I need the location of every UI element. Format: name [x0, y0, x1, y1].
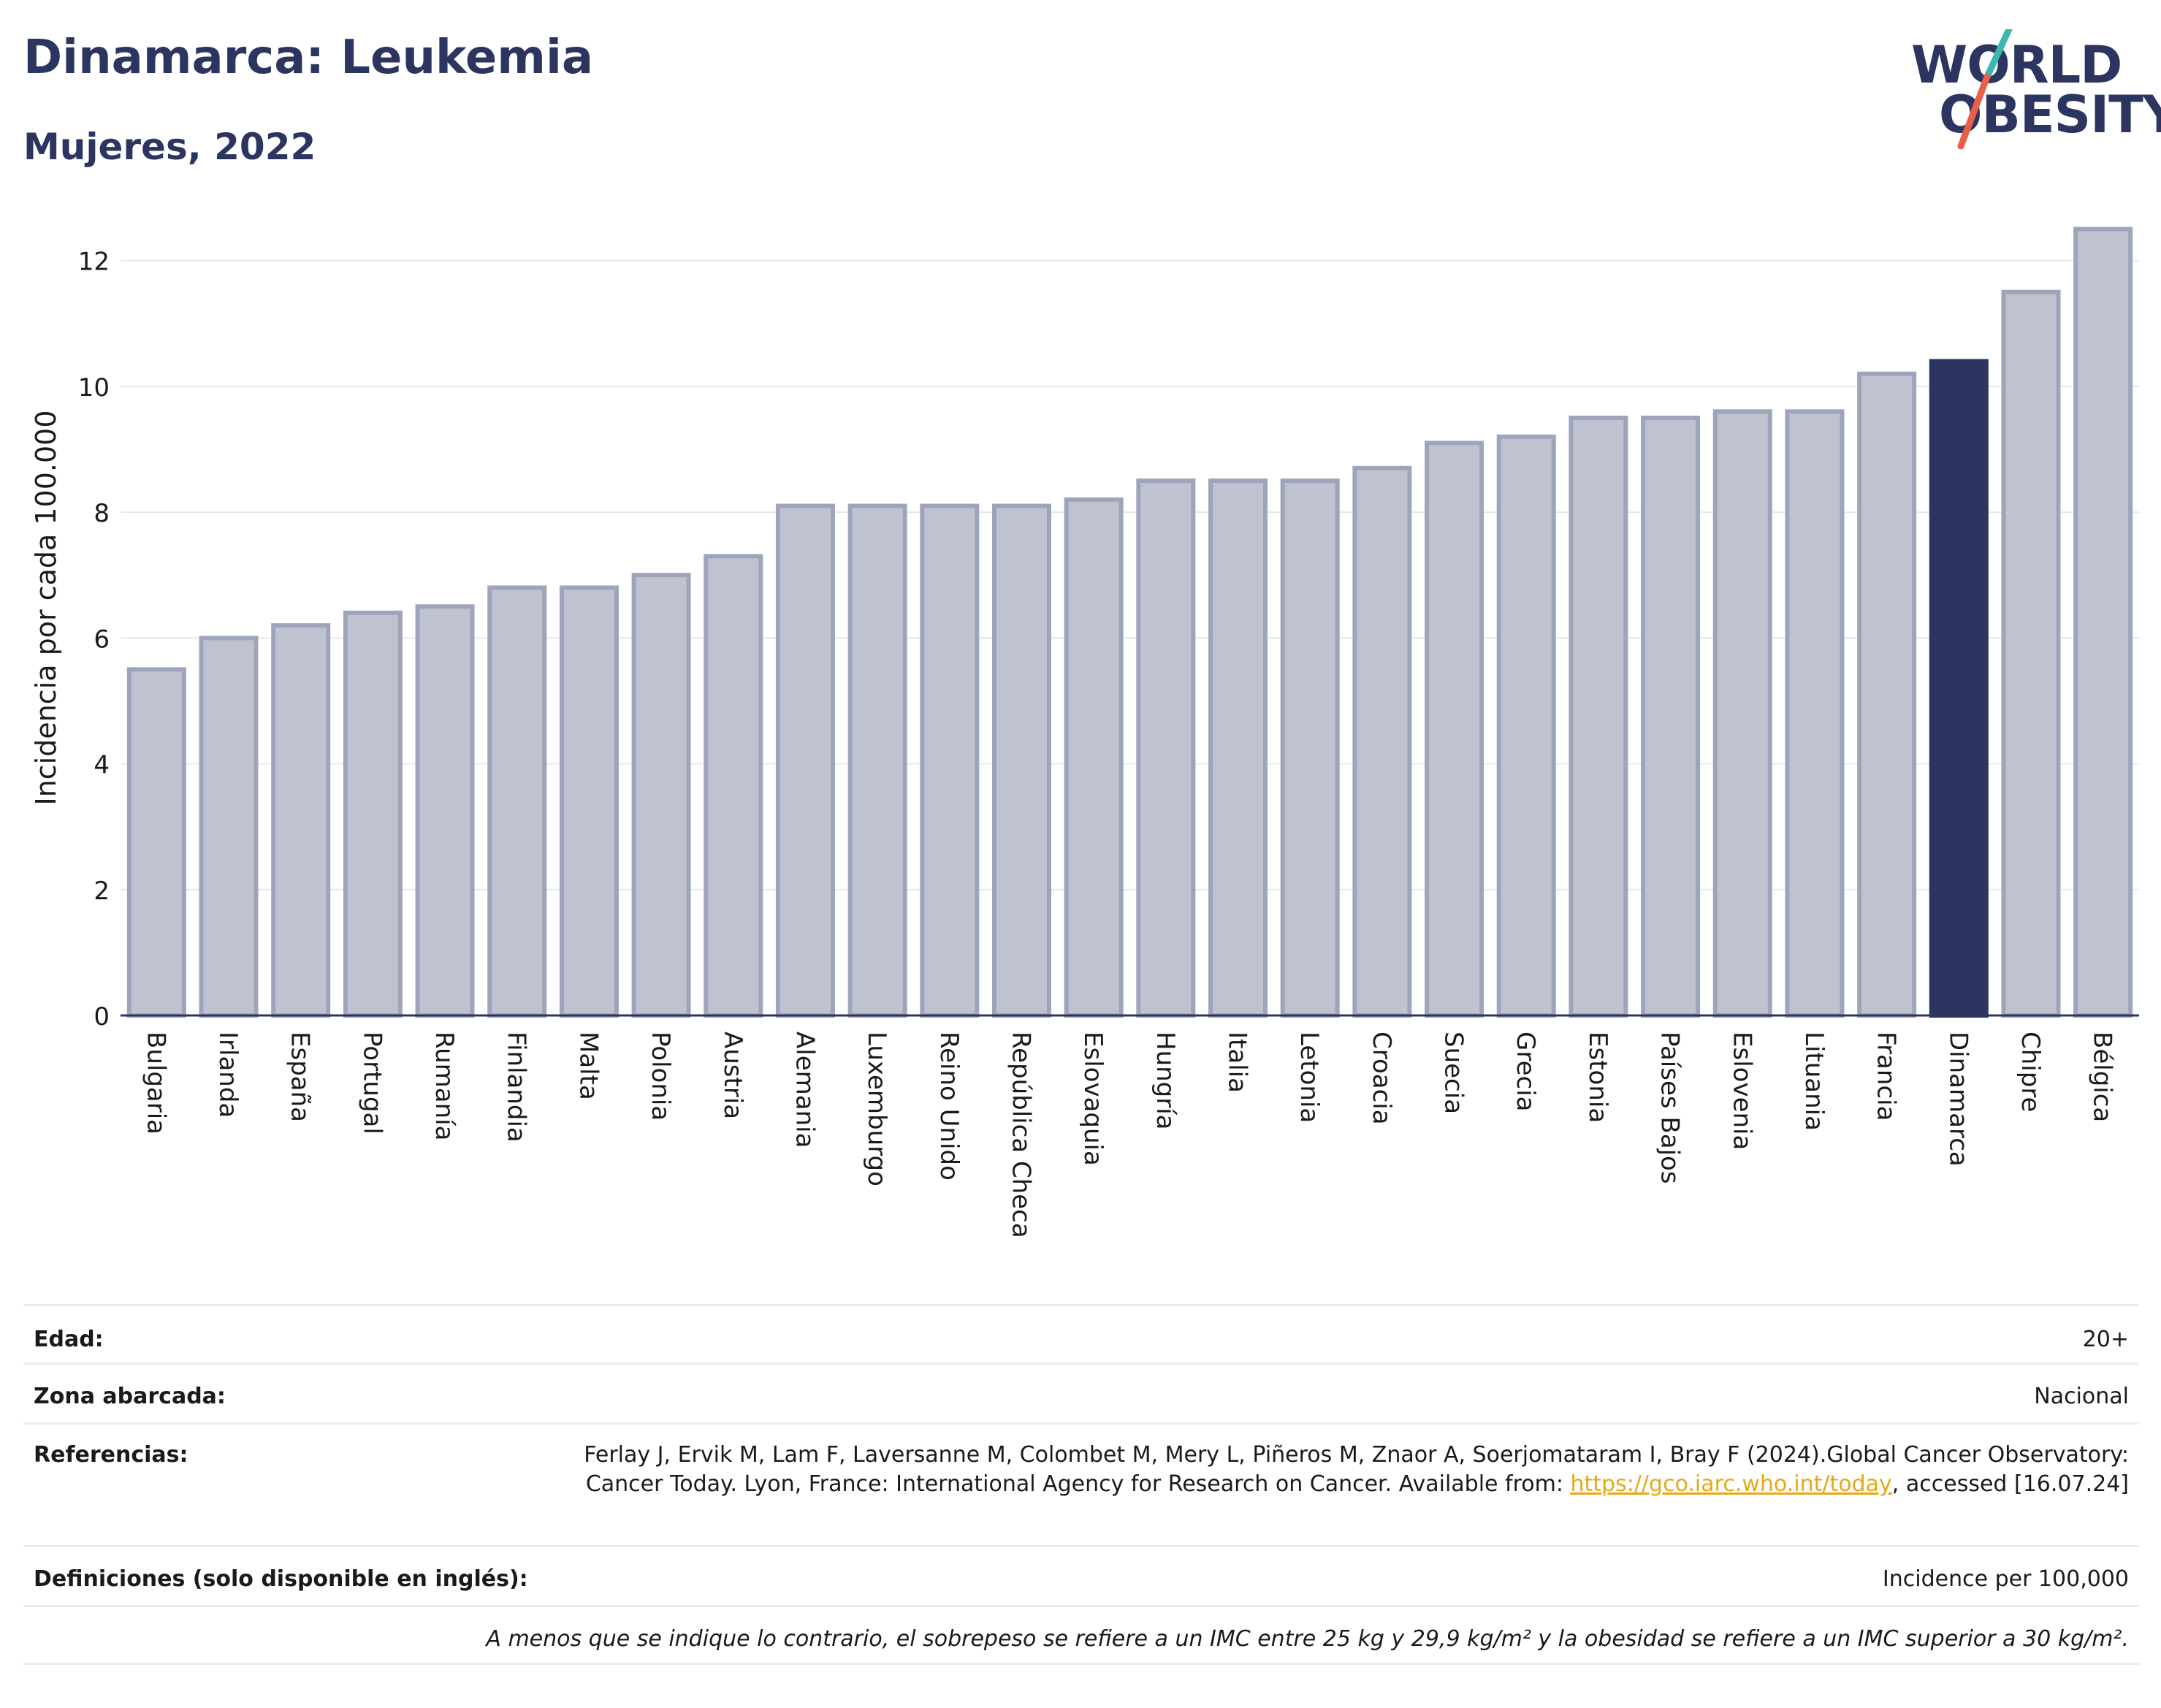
bar-polonia[interactable] [631, 573, 691, 1018]
x-tick-label: Italia [1223, 1032, 1252, 1093]
bar-bulgaria[interactable] [126, 667, 186, 1018]
bar-finlandia[interactable] [487, 585, 547, 1018]
bar-francia[interactable] [1857, 371, 1917, 1018]
x-tick-label: Finlandia [502, 1032, 531, 1143]
area-value: Nacional [2034, 1384, 2129, 1409]
bar-dinamarca[interactable] [1929, 359, 1989, 1018]
x-tick-label: Malta [573, 1032, 603, 1100]
bars [126, 226, 2133, 1018]
obesity-note: A menos que se indique lo contrario, el … [486, 1626, 2129, 1652]
bar-portugal[interactable] [343, 610, 403, 1018]
y-tick-label: 8 [94, 499, 110, 528]
x-tick-label: Portugal [357, 1032, 386, 1135]
x-tick-labels: Bulgaria Irlanda España Portugal Rumanía Finl… [141, 1032, 2116, 1238]
logo-slash-icon [1957, 29, 2013, 150]
info-row-age: Edad: 20+ [23, 1304, 2139, 1362]
references-accessed: , accessed [16.07.24] [1891, 1471, 2129, 1497]
x-tick-label: Luxemburgo [862, 1032, 891, 1186]
page-subtitle: Mujeres, 2022 [23, 126, 316, 168]
x-tick-label: Reino Unido [934, 1032, 964, 1181]
info-row-note: A menos que se indique lo contrario, el … [23, 1605, 2139, 1665]
x-tick-label: Croacia [1367, 1032, 1396, 1125]
x-tick-label: Estonia [1583, 1032, 1612, 1123]
bar-estonia[interactable] [1569, 415, 1628, 1018]
bar-italia[interactable] [1208, 479, 1268, 1018]
bar-grecia[interactable] [1496, 434, 1556, 1018]
bar-luxemburgo[interactable] [847, 503, 907, 1018]
y-tick-label: 0 [94, 1002, 110, 1032]
logo-line1: WORLD [1911, 35, 2122, 95]
x-tick-label: Bélgica [2088, 1032, 2117, 1122]
references-label: Referencias: [34, 1442, 188, 1468]
y-tick-label: 4 [94, 751, 110, 780]
bar-austria[interactable] [704, 554, 763, 1018]
x-tick-label: España [286, 1032, 315, 1122]
x-tick-label: Polonia [646, 1032, 675, 1121]
x-tick-label: Suecia [1439, 1032, 1468, 1114]
references-value: Ferlay J, Ervik M, Lam F, Laversanne M, … [522, 1441, 2139, 1499]
x-tick-label: República Checa [1006, 1032, 1035, 1238]
bar-lituania[interactable] [1785, 409, 1845, 1018]
bar-alemania[interactable] [775, 503, 835, 1018]
bar-países-bajos[interactable] [1641, 415, 1701, 1018]
bar-españa[interactable] [271, 623, 331, 1018]
info-row-definitions: Definiciones (solo disponible en inglés)… [23, 1545, 2139, 1605]
y-tick-labels: 0 2 4 6 8 10 12 [78, 248, 110, 1032]
bar-irlanda[interactable] [199, 636, 259, 1018]
x-tick-label: Austria [718, 1032, 747, 1119]
x-tick-label: Eslovenia [1727, 1032, 1756, 1150]
y-axis-label: Incidencia por cada 100.000 [30, 410, 62, 805]
y-tick-label: 2 [94, 877, 110, 906]
bar-suecia[interactable] [1425, 441, 1485, 1018]
bar-croacia[interactable] [1352, 465, 1412, 1018]
x-tick-label: Chipre [2016, 1032, 2045, 1112]
bar-hungría[interactable] [1136, 479, 1196, 1018]
area-label: Zona abarcada: [34, 1384, 226, 1409]
y-tick-label: 10 [78, 373, 110, 403]
definitions-label: Definiciones (solo disponible en inglés)… [34, 1566, 528, 1592]
age-label: Edad: [34, 1327, 104, 1352]
y-tick-label: 6 [94, 625, 110, 654]
bar-chart: 0 2 4 6 8 10 12 Bulgaria Irlanda España Portugal R… [30, 226, 2139, 1238]
y-tick-label: 12 [78, 248, 110, 277]
x-tick-label: Bulgaria [141, 1032, 170, 1135]
x-tick-label: Grecia [1511, 1032, 1540, 1111]
world-obesity-logo[interactable]: WORLD OBESITY [1907, 29, 2161, 153]
x-tick-label: Países Bajos [1655, 1032, 1685, 1184]
x-tick-label: Rumanía [430, 1032, 459, 1140]
bar-eslovenia[interactable] [1712, 409, 1772, 1018]
x-tick-label: Hungría [1151, 1032, 1180, 1130]
x-tick-label: Francia [1872, 1032, 1901, 1121]
page-title: Dinamarca: Leukemia [23, 31, 594, 85]
references-text: Ferlay J, Ervik M, Lam F, Laversanne M, … [584, 1442, 2129, 1497]
x-tick-label: Alemania [790, 1032, 819, 1148]
bar-letonia[interactable] [1280, 479, 1340, 1018]
definitions-value: Incidence per 100,000 [1882, 1566, 2129, 1592]
bar-eslovaquia[interactable] [1064, 497, 1124, 1018]
references-link[interactable]: https://gco.iarc.who.int/today [1570, 1471, 1892, 1497]
bar-bélgica[interactable] [2073, 226, 2133, 1018]
age-value: 20+ [2082, 1327, 2129, 1352]
x-tick-label: Eslovaquia [1078, 1032, 1108, 1166]
x-tick-label: Lituania [1799, 1032, 1829, 1131]
info-table: Edad: 20+ Zona abarcada: Nacional Refere… [23, 1304, 2139, 1665]
x-tick-label: Letonia [1295, 1032, 1324, 1123]
bar-rumanía[interactable] [415, 604, 475, 1018]
bar-chipre[interactable] [2001, 289, 2061, 1018]
info-row-references: Referencias: Ferlay J, Ervik M, Lam F, L… [23, 1422, 2139, 1545]
bar-malta[interactable] [559, 585, 619, 1018]
x-tick-label: Irlanda [213, 1032, 243, 1118]
bar-reino-unido[interactable] [920, 503, 980, 1018]
info-row-area: Zona abarcada: Nacional [23, 1362, 2139, 1422]
x-tick-label: Dinamarca [1943, 1032, 1973, 1167]
bar-república-checa[interactable] [991, 503, 1051, 1018]
